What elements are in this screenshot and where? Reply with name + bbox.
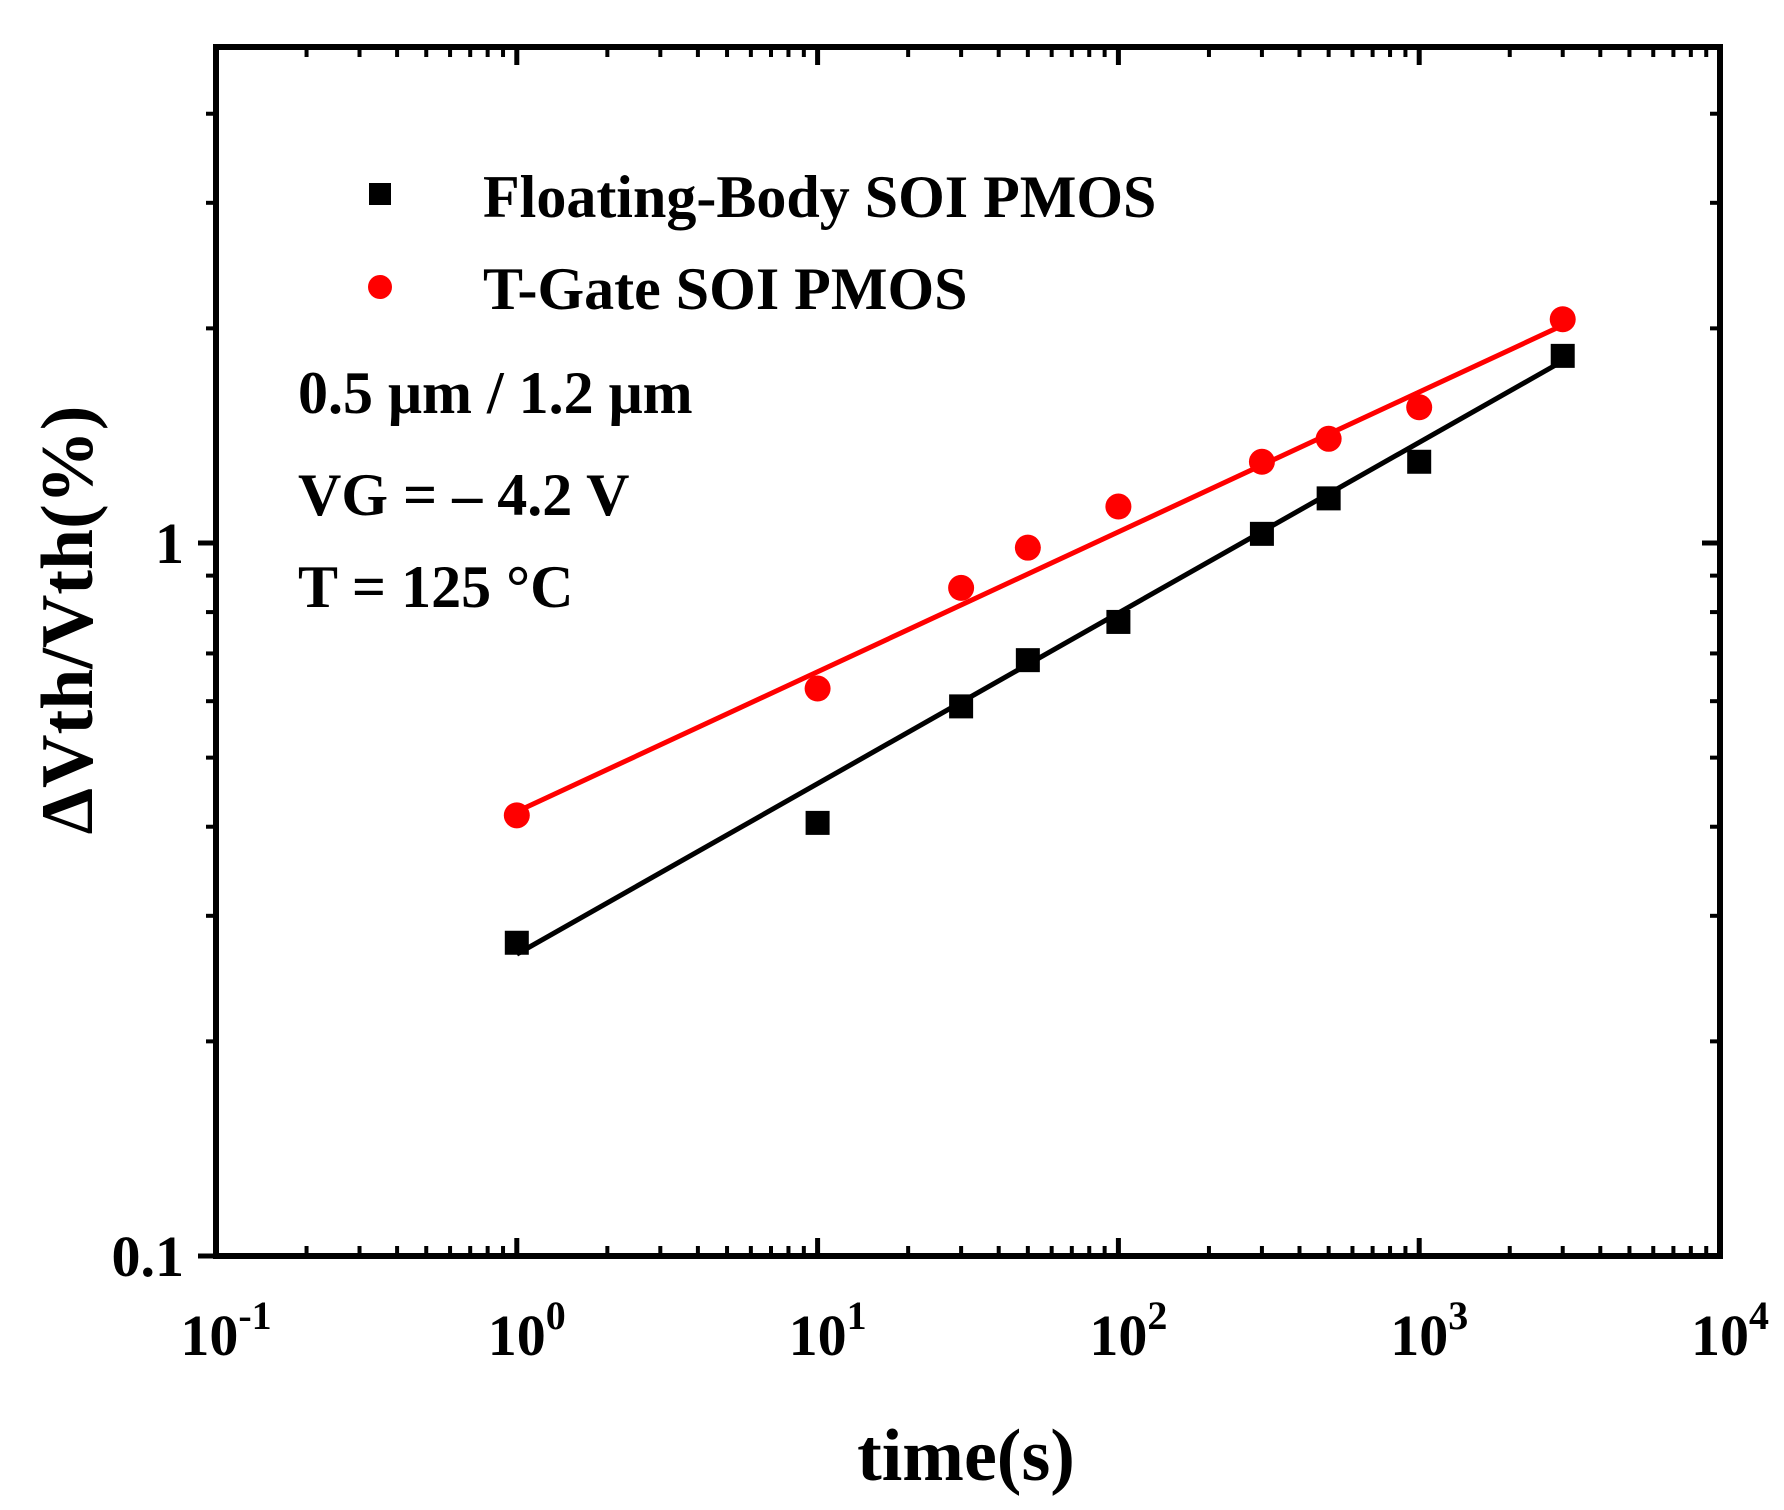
data-point-floating-body — [1407, 449, 1432, 474]
data-point-floating-body — [504, 930, 529, 955]
data-point-floating-body — [1316, 486, 1341, 511]
legend-marker-floating-body — [369, 183, 391, 205]
data-point-floating-body — [1249, 521, 1274, 546]
data-point-floating-body — [949, 694, 974, 719]
legend-label-t-gate: T-Gate SOI PMOS — [483, 256, 967, 322]
annotation-dimensions: 0.5 μm / 1.2 μm — [298, 360, 693, 426]
data-point-t-gate — [804, 675, 831, 702]
x-tick-label: 102 — [1089, 1293, 1167, 1368]
data-point-floating-body — [1106, 609, 1131, 634]
legend-label-floating-body: Floating-Body SOI PMOS — [483, 164, 1156, 230]
plot-area — [503, 306, 1576, 957]
conditions-annotation: 0.5 μm / 1.2 μm VG = – 4.2 V T = 125 °C — [298, 360, 693, 620]
data-point-floating-body — [805, 810, 830, 835]
y-tick-label: 0.1 — [112, 1224, 185, 1289]
annotation-gate-voltage: VG = – 4.2 V — [298, 462, 629, 528]
data-point-t-gate — [1549, 306, 1576, 333]
legend: Floating-Body SOI PMOS T-Gate SOI PMOS — [368, 164, 1156, 322]
x-tick-label: 100 — [488, 1293, 566, 1368]
data-point-t-gate — [1105, 493, 1132, 520]
x-tick-label: 103 — [1390, 1293, 1468, 1368]
x-tick-label: 101 — [789, 1293, 867, 1368]
data-point-t-gate — [1406, 394, 1433, 421]
x-axis-title: time(s) — [857, 1415, 1075, 1497]
data-point-t-gate — [1014, 534, 1041, 561]
data-point-t-gate — [1315, 425, 1342, 452]
x-tick-label: 10-1 — [180, 1293, 271, 1368]
legend-marker-t-gate — [368, 275, 392, 299]
fit-line-t-gate — [515, 323, 1564, 814]
axes: 10-1 100 101 102 103 104 0.1 1 — [112, 44, 1769, 1368]
y-axis-title: ΔVth/Vth(%) — [27, 406, 109, 835]
y-tick-label: 1 — [155, 511, 184, 576]
annotation-temperature: T = 125 °C — [298, 554, 573, 620]
data-point-t-gate — [503, 802, 530, 829]
data-point-floating-body — [1550, 343, 1575, 368]
data-point-t-gate — [948, 574, 975, 601]
x-tick-label: 104 — [1691, 1293, 1769, 1368]
data-point-t-gate — [1248, 448, 1275, 475]
data-point-floating-body — [1015, 648, 1040, 673]
